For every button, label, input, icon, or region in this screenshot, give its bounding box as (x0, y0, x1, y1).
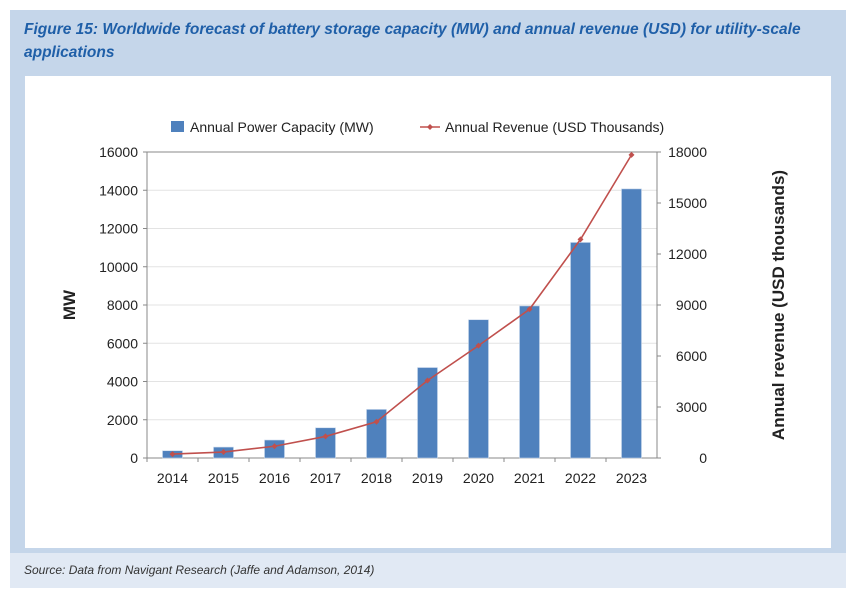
x-tick-label: 2017 (310, 470, 341, 486)
y-tick-label: 0 (130, 450, 138, 466)
x-tick-label: 2016 (259, 470, 290, 486)
chart-panel (25, 76, 831, 548)
revenue-point-2015 (220, 449, 227, 456)
source-band: Source: Data from Navigant Research (Jaf… (10, 553, 846, 588)
y-tick-label: 2000 (107, 412, 138, 428)
x-tick-label: 2022 (565, 470, 596, 486)
bar-2019 (417, 367, 438, 459)
y2-tick-label: 12000 (668, 246, 707, 262)
x-tick-label: 2015 (208, 470, 239, 486)
bar-2018 (366, 409, 387, 459)
revenue-point-2018 (373, 418, 380, 425)
y-tick-label: 12000 (99, 221, 138, 237)
revenue-point-2016 (271, 443, 278, 450)
revenue-point-2017 (322, 433, 329, 440)
y2-axis-label: Annual revenue (USD thousands) (769, 170, 788, 440)
bar-2022 (570, 242, 591, 459)
y-tick-label: 10000 (99, 259, 138, 275)
x-tick-label: 2020 (463, 470, 494, 486)
y2-tick-label: 18000 (668, 144, 707, 160)
bar-2017 (315, 427, 336, 459)
bar-2021 (519, 305, 540, 459)
y-axis-label: MW (60, 289, 79, 320)
y-tick-label: 4000 (107, 374, 138, 390)
y2-tick-label: 0 (699, 450, 707, 466)
figure-frame: Figure 15: Worldwide forecast of battery… (10, 10, 846, 588)
x-tick-label: 2021 (514, 470, 545, 486)
y-tick-label: 8000 (107, 297, 138, 313)
revenue-point-2022 (577, 236, 584, 243)
legend-line-label: Annual Revenue (USD Thousands) (445, 119, 664, 135)
y2-tick-label: 9000 (676, 297, 707, 313)
y-tick-label: 6000 (107, 335, 138, 351)
x-tick-label: 2019 (412, 470, 443, 486)
legend-line-marker (427, 124, 433, 130)
x-tick-label: 2018 (361, 470, 392, 486)
source-note: Source: Data from Navigant Research (Jaf… (24, 563, 375, 577)
y-tick-label: 14000 (99, 182, 138, 198)
legend-bar-swatch (171, 121, 184, 132)
revenue-point-2023 (628, 151, 635, 158)
y-tick-label: 16000 (99, 144, 138, 160)
revenue-point-2021 (526, 306, 533, 313)
revenue-point-2014 (169, 451, 176, 458)
revenue-point-2019 (424, 377, 431, 384)
bar-2020 (468, 319, 489, 459)
legend-bar-label: Annual Power Capacity (MW) (190, 119, 374, 135)
revenue-point-2020 (475, 342, 482, 349)
y2-tick-label: 3000 (676, 399, 707, 415)
bar-2023 (621, 188, 642, 459)
figure-title: Figure 15: Worldwide forecast of battery… (24, 21, 801, 61)
revenue-line (172, 154, 633, 455)
y2-tick-label: 6000 (676, 348, 707, 364)
x-tick-label: 2014 (157, 470, 188, 486)
x-tick-label: 2023 (616, 470, 647, 486)
y2-tick-label: 15000 (668, 195, 707, 211)
